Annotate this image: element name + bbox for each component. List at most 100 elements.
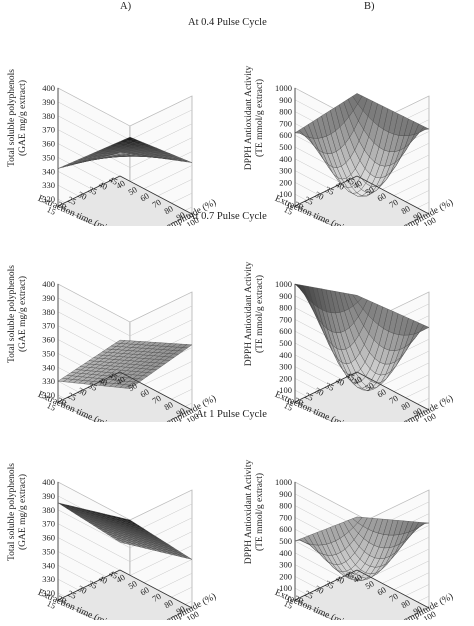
- y-tick-label: 40: [334, 573, 346, 586]
- z-tick-label: 370: [42, 519, 55, 529]
- z-tick-label: 370: [42, 125, 55, 135]
- z-axis-title: DPPH Antioxidant Activity(TE mmol/g extr…: [244, 261, 265, 366]
- x-tick-label: 100: [421, 609, 437, 620]
- z-tick-label: 350: [42, 348, 55, 358]
- z-tick-label: 370: [42, 321, 55, 331]
- axis-line: [57, 371, 121, 403]
- z-tick-label: 0: [288, 201, 292, 211]
- y-tick-label: 40: [97, 179, 109, 192]
- y-tick-label: 15: [45, 400, 57, 413]
- y-tick-label: 25: [303, 588, 315, 601]
- z-tick-label: 300: [279, 166, 292, 176]
- y-tick-label: 40: [334, 179, 346, 192]
- axis-line: [294, 371, 358, 403]
- z-tick-label: 700: [279, 314, 292, 324]
- axis-line: [57, 569, 121, 601]
- surface-cell: [352, 294, 363, 303]
- y-tick-label: 15: [45, 598, 57, 611]
- y-tick-label: 30: [313, 385, 325, 398]
- axis-line: [356, 371, 430, 411]
- y-tick-label: 15: [45, 204, 57, 217]
- y-tick-label: 35: [87, 380, 99, 393]
- z-tick-label: 400: [42, 83, 55, 93]
- z-tick-label: 100: [279, 189, 292, 199]
- z-tick-label: 400: [279, 154, 292, 164]
- z-axis-title: Total soluble polyphenols(GAE mg/g extra…: [7, 463, 28, 561]
- y-tick-label: 45: [107, 370, 119, 383]
- surface-cell: [115, 152, 126, 155]
- z-gridline: [57, 297, 193, 337]
- z-tick-label: 700: [279, 512, 292, 522]
- y-tick-label: 15: [282, 204, 294, 217]
- axis-line: [294, 569, 358, 601]
- z-tick-label: 1000: [275, 279, 292, 289]
- z-tick-label: 360: [42, 335, 55, 345]
- y-tick-label: 20: [56, 593, 68, 606]
- column-label-b: B): [364, 1, 375, 12]
- z-tick-label: 800: [279, 303, 292, 313]
- y-tick-label: 25: [303, 390, 315, 403]
- z-tick-label: 350: [42, 546, 55, 556]
- z-tick-label: 700: [279, 118, 292, 128]
- z-gridline: [57, 283, 193, 323]
- y-tick-label: 25: [66, 194, 78, 207]
- z-tick-label: 800: [279, 501, 292, 511]
- y-tick-label: 20: [293, 593, 305, 606]
- row-title-3: At 1 Pulse Cycle: [196, 409, 267, 420]
- z-tick-label: 1000: [275, 477, 292, 487]
- axis-line: [119, 371, 193, 411]
- y-tick-label: 30: [313, 189, 325, 202]
- y-tick-label: 20: [293, 395, 305, 408]
- z-gridline: [57, 509, 193, 549]
- z-tick-label: 200: [279, 177, 292, 187]
- z-tick-label: 100: [279, 385, 292, 395]
- z-tick-label: 320: [42, 390, 55, 400]
- y-tick-label: 40: [334, 375, 346, 388]
- z-tick-label: 500: [279, 338, 292, 348]
- y-tick-label: 35: [324, 380, 336, 393]
- z-tick-label: 600: [279, 524, 292, 534]
- row-title-2: At 0.7 Pulse Cycle: [188, 211, 267, 222]
- y-tick-label: 35: [87, 578, 99, 591]
- x-tick-label: 100: [184, 215, 200, 226]
- z-gridline: [57, 523, 193, 562]
- y-tick-label: 45: [344, 568, 356, 581]
- y-tick-label: 45: [107, 568, 119, 581]
- z-tick-label: 330: [42, 574, 55, 584]
- z-tick-label: 350: [42, 152, 55, 162]
- z-tick-label: 500: [279, 142, 292, 152]
- z-tick-label: 0: [288, 397, 292, 407]
- axis-line: [356, 175, 430, 215]
- y-tick-label: 30: [76, 189, 88, 202]
- z-tick-label: 390: [42, 491, 55, 501]
- axis-line: [356, 569, 430, 609]
- x-tick-label: 100: [421, 411, 437, 422]
- z-tick-label: 340: [42, 560, 55, 570]
- y-tick-label: 15: [282, 400, 294, 413]
- z-tick-label: 390: [42, 97, 55, 107]
- y-tick-label: 35: [324, 578, 336, 591]
- surface-cell: [115, 339, 126, 344]
- z-tick-label: 900: [279, 95, 292, 105]
- z-tick-label: 360: [42, 139, 55, 149]
- y-tick-label: 45: [344, 370, 356, 383]
- axis-line: [119, 569, 193, 609]
- z-tick-label: 390: [42, 293, 55, 303]
- y-tick-label: 45: [107, 174, 119, 187]
- z-gridline: [57, 129, 193, 168]
- z-tick-label: 100: [279, 583, 292, 593]
- row-title-1: At 0.4 Pulse Cycle: [188, 17, 267, 28]
- z-axis-title: DPPH Antioxidant Activity(TE mmol/g extr…: [244, 459, 265, 564]
- z-tick-label: 400: [279, 548, 292, 558]
- z-tick-label: 380: [42, 307, 55, 317]
- y-tick-label: 40: [97, 375, 109, 388]
- z-axis-title: Total soluble polyphenols(GAE mg/g extra…: [7, 265, 28, 363]
- z-tick-label: 800: [279, 107, 292, 117]
- y-tick-label: 30: [313, 583, 325, 596]
